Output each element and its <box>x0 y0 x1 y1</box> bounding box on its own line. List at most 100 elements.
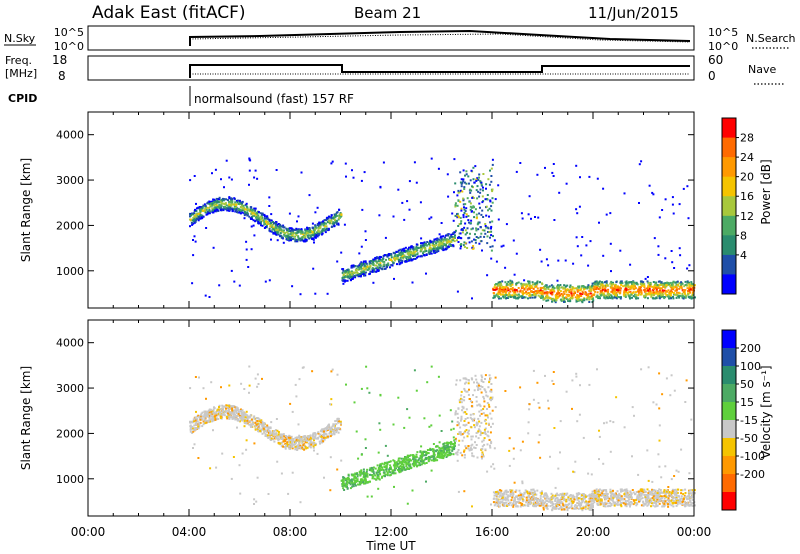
scatter-cell <box>600 294 603 297</box>
scatter-cell <box>403 255 406 258</box>
scatter-cell <box>490 257 493 260</box>
scatter-cell <box>579 384 581 387</box>
scatter-cell <box>403 459 406 462</box>
scatter-cell <box>655 500 658 503</box>
scatter-cell <box>618 296 621 299</box>
scatter-cell <box>353 271 356 274</box>
scatter-cell <box>220 198 223 201</box>
scatter-cell <box>488 207 491 210</box>
scatter-cell <box>203 410 206 413</box>
scatter-cell <box>249 419 252 422</box>
scatter-cell <box>257 214 260 217</box>
scatter-cell <box>374 264 377 267</box>
scatter-cell <box>457 189 460 192</box>
scatter-cell <box>215 204 218 207</box>
scatter-cell <box>307 442 310 445</box>
scatter-cell <box>595 288 597 291</box>
scatter-cell <box>636 283 638 285</box>
scatter-cell <box>464 174 466 177</box>
scatter-cell <box>593 288 596 291</box>
scatter-cell <box>529 497 532 500</box>
scatter-cell <box>220 204 223 207</box>
scatter-cell <box>352 275 355 278</box>
scatter-cell <box>531 494 534 497</box>
freq-tick-bottom: 8 <box>58 69 66 83</box>
scatter-cell <box>658 291 661 294</box>
scatter-cell <box>433 244 435 247</box>
scatter-cell <box>600 494 603 497</box>
scatter-cell <box>492 463 495 466</box>
scatter-cell <box>363 274 365 277</box>
scatter-cell <box>482 439 485 442</box>
scatter-cell <box>281 441 284 444</box>
scatter-cell <box>283 233 286 236</box>
scatter-cell <box>209 418 212 421</box>
scatter-cell <box>386 263 389 266</box>
scatter-cell <box>594 290 597 293</box>
scatter-cell <box>652 193 655 196</box>
scatter-cell <box>691 287 694 289</box>
scatter-cell <box>682 295 685 298</box>
scatter-cell <box>290 227 293 230</box>
scatter-cell <box>608 497 611 500</box>
scatter-cell <box>205 227 208 229</box>
scatter-cell <box>460 185 463 188</box>
scatter-cell <box>657 490 659 492</box>
scatter-cell <box>218 203 221 206</box>
scatter-cell <box>596 368 598 371</box>
scatter-cell <box>476 197 479 200</box>
scatter-cell <box>438 244 441 247</box>
scatter-cell <box>682 297 685 300</box>
scatter-cell <box>595 285 598 288</box>
scatter-cell <box>295 240 298 243</box>
scatter-cell <box>460 220 463 223</box>
scatter-cell <box>481 376 484 379</box>
scatter-cell <box>420 254 423 257</box>
scatter-cell <box>589 240 592 243</box>
scatter-cell <box>490 234 493 237</box>
scatter-cell <box>318 224 320 227</box>
scatter-cell <box>430 424 433 427</box>
scatter-cell <box>491 245 494 248</box>
scatter-cell <box>473 181 476 184</box>
scatter-cell <box>242 204 245 207</box>
scatter-cell <box>259 212 262 215</box>
scatter-cell <box>570 292 573 295</box>
scatter-cell <box>632 283 635 286</box>
scatter-cell <box>664 282 667 285</box>
scatter-cell <box>623 495 626 498</box>
scatter-cell <box>336 373 339 376</box>
scatter-cell <box>596 177 599 180</box>
scatter-cell <box>375 260 378 263</box>
scatter-cell <box>640 282 643 285</box>
scatter-cell <box>382 474 385 477</box>
scatter-cell <box>670 292 673 294</box>
scatter-cell <box>399 259 402 262</box>
scatter-cell <box>635 504 638 507</box>
scatter-cell <box>517 281 520 284</box>
range-tick-label: 3000 <box>56 174 84 187</box>
scatter-cell <box>502 288 505 291</box>
scatter-cell <box>419 455 422 457</box>
scatter-cell <box>407 251 410 254</box>
scatter-cell <box>571 500 573 503</box>
scatter-cell <box>231 203 234 206</box>
scatter-cell <box>568 298 571 301</box>
scatter-cell <box>624 287 627 290</box>
scatter-cell <box>524 296 527 299</box>
scatter-cell <box>640 280 643 283</box>
scatter-cell <box>215 197 218 200</box>
scatter-cell <box>270 226 273 228</box>
scatter-cell <box>654 297 657 300</box>
scatter-cell <box>437 450 440 453</box>
scatter-cell <box>499 283 502 286</box>
scatter-cell <box>365 262 368 265</box>
scatter-cell <box>523 287 526 290</box>
scatter-cell <box>264 223 266 225</box>
scatter-cell <box>464 242 467 245</box>
scatter-cell <box>568 291 571 294</box>
scatter-cell <box>515 284 518 287</box>
scatter-cell <box>614 501 616 504</box>
scatter-cell <box>443 454 446 457</box>
